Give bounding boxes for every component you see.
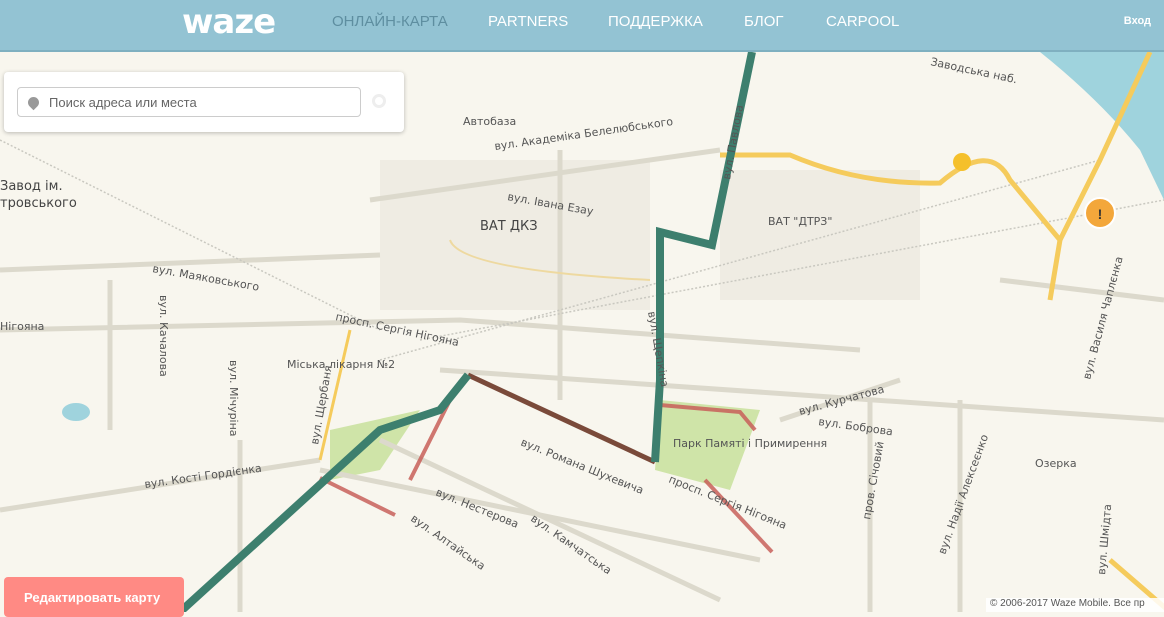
map-label: вул. Мічуріна	[227, 360, 240, 437]
edit-map-button[interactable]: Редактировать карту	[4, 577, 184, 617]
highway	[318, 329, 352, 461]
map-label: ВАТ ДКЗ	[480, 219, 538, 234]
jam-route	[177, 51, 756, 612]
roads	[0, 147, 1164, 612]
waze-logo[interactable]: waze	[182, 2, 276, 42]
wazer-icon[interactable]	[953, 153, 971, 171]
railway	[0, 139, 1164, 361]
nav-blog[interactable]: БЛОГ	[744, 13, 784, 30]
nav-partners[interactable]: PARTNERS	[488, 13, 569, 30]
map-label: Нігояна	[0, 320, 44, 333]
map-label: Озерка	[1035, 457, 1077, 470]
map-label: вул. Романа Шухевича	[519, 436, 646, 497]
nav-carpool[interactable]: CARPOOL	[826, 13, 900, 30]
pond	[62, 403, 90, 421]
search-input[interactable]: Поиск адреса или места	[17, 87, 361, 117]
location-pin-icon	[25, 94, 42, 110]
map-label: вул. Шмідта	[1095, 504, 1114, 576]
park	[655, 400, 760, 490]
highway	[720, 50, 1153, 301]
map-label: вул. Василя Чаплєнка	[1080, 255, 1125, 381]
map-label: вул. Надії Алексеєнко	[936, 432, 992, 556]
map-label: ВАТ "ДТРЗ"	[768, 215, 832, 228]
map-label: Автобаза	[463, 115, 516, 128]
search-placeholder: Поиск адреса или места	[49, 94, 197, 110]
login-link[interactable]: Вход	[1123, 15, 1151, 27]
search-icon[interactable]	[372, 94, 386, 108]
copyright: © 2006-2017 Waze Mobile. Все пр	[986, 598, 1164, 612]
header: waze ОНЛАЙН-КАРТА PARTNERS ПОДДЕРЖКА БЛО…	[0, 0, 1164, 52]
map-label: вул. Алтайська	[408, 512, 487, 573]
map-label: Міська лікарня №2	[287, 358, 395, 371]
map-label: вул. Щепкіна	[645, 310, 671, 388]
industrial-area	[380, 160, 650, 310]
highway	[449, 239, 651, 281]
map-label: просп. Сергія Нігояна	[334, 310, 460, 349]
map-label: вул. Качалова	[157, 295, 170, 377]
map-label: пров. Січовий	[860, 440, 887, 520]
map-label: вул. Маяковського	[151, 262, 260, 294]
nav-online-map[interactable]: ОНЛАЙН-КАРТА	[332, 13, 448, 30]
map-label: тровського	[0, 196, 77, 211]
river	[1040, 52, 1164, 200]
search-panel: Поиск адреса или места	[4, 72, 404, 132]
heavy-traffic	[466, 372, 657, 465]
map-label: Парк Памяті і Примирення	[673, 437, 827, 450]
map-label: вул. Боброва	[818, 415, 894, 438]
map-label: Завод ім.	[0, 179, 63, 194]
nav-support[interactable]: ПОДДЕРЖКА	[608, 13, 703, 30]
map-label: вул. Академіка Белелюбського	[494, 115, 674, 153]
svg-text:!: !	[1098, 206, 1103, 222]
map-label: Заводська наб.	[929, 55, 1018, 86]
alert-hazard-icon[interactable]	[1084, 197, 1116, 229]
map-label: вул. Павлова	[720, 104, 746, 181]
industrial-area	[720, 170, 920, 300]
map-label: вул. Кості Гордієнка	[144, 462, 263, 491]
